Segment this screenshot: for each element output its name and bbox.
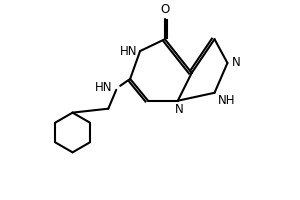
Text: NH: NH xyxy=(218,94,235,107)
Text: N: N xyxy=(231,56,240,69)
Text: O: O xyxy=(160,3,170,16)
Text: HN: HN xyxy=(95,81,112,94)
Text: HN: HN xyxy=(120,45,137,58)
Text: N: N xyxy=(174,103,183,116)
